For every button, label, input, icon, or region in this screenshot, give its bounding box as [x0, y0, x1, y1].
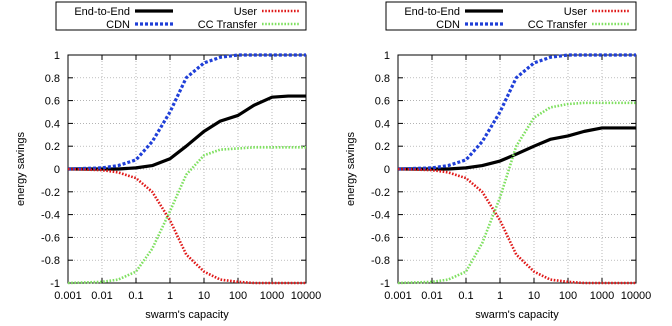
series-line-user [67, 167, 306, 285]
x-tick-label: 1000 [260, 290, 284, 302]
y-tick-label: 0.4 [375, 118, 390, 130]
y-tick-label: -0.8 [41, 255, 60, 267]
legend-label: End-to-End [404, 6, 460, 18]
x-tick-label: 0.1 [128, 290, 143, 302]
series-line-cdn [397, 53, 636, 171]
series-line-user [397, 167, 636, 285]
series-line-cdn [67, 53, 306, 171]
legend-label: CC Transfer [198, 19, 258, 31]
y-axis-label: energy savings [15, 132, 27, 206]
x-tick-label: 1000 [590, 290, 614, 302]
y-tick-label: 1 [384, 50, 390, 62]
y-tick-label: 0.4 [45, 118, 60, 130]
legend-label: CC Transfer [528, 19, 588, 31]
y-tick-label: 0 [384, 164, 390, 176]
legend-label: User [564, 6, 588, 18]
y-tick-label: -0.8 [371, 255, 390, 267]
y-tick-label: 0 [54, 164, 60, 176]
series-line-end-to-end [68, 94, 306, 171]
x-tick-label: 10000 [621, 290, 652, 302]
y-tick-label: 0.6 [375, 96, 390, 108]
x-tick-label: 0.1 [458, 290, 473, 302]
y-tick-label: 1 [54, 50, 60, 62]
x-tick-label: 1 [167, 290, 173, 302]
y-tick-label: 0.2 [375, 141, 390, 153]
x-tick-label: 0.01 [91, 290, 112, 302]
y-tick-label: 0.8 [45, 73, 60, 85]
y-tick-label: -0.6 [371, 232, 390, 244]
legend-box [55, 1, 307, 31]
y-tick-label: -0.4 [41, 210, 60, 222]
x-tick-label: 0.01 [421, 290, 442, 302]
y-tick-label: -0.6 [41, 232, 60, 244]
chart-panel-2: 0.001 0.01 0.1 1 10 100 1000 10000-1-0.8-0.6-0.… [345, 1, 652, 321]
x-axis-label: swarm's capacity [475, 309, 559, 321]
x-tick-label: 100 [229, 290, 247, 302]
series-line-cc-transfer [397, 101, 636, 285]
legend-label: User [234, 6, 258, 18]
y-axis-label: energy savings [345, 132, 357, 206]
x-axis-label: swarm's capacity [145, 309, 229, 321]
legend-label: CDN [436, 19, 460, 31]
x-tick-label: 0.001 [384, 290, 412, 302]
y-tick-label: -0.2 [41, 187, 60, 199]
x-tick-label: 100 [559, 290, 577, 302]
x-tick-label: 1 [497, 290, 503, 302]
y-tick-label: -0.2 [371, 187, 390, 199]
y-tick-label: 0.6 [45, 96, 60, 108]
chart-panel-1: 0.001 0.01 0.1 1 10 100 1000 10000-1-0.8-0.6-0.… [15, 1, 322, 321]
x-tick-label: 0.001 [54, 290, 82, 302]
y-tick-label: 0.2 [45, 141, 60, 153]
x-tick-label: 10 [528, 290, 540, 302]
y-tick-label: -1 [380, 278, 390, 290]
legend-box [385, 1, 637, 31]
y-tick-label: -1 [50, 278, 60, 290]
y-tick-label: 0.8 [375, 73, 390, 85]
y-tick-label: -0.4 [371, 210, 390, 222]
x-tick-label: 10 [198, 290, 210, 302]
x-tick-label: 10000 [291, 290, 322, 302]
series-line-end-to-end [398, 126, 636, 171]
series-line-cc-transfer [67, 146, 306, 285]
legend-label: CDN [106, 19, 130, 31]
legend-label: End-to-End [74, 6, 130, 18]
